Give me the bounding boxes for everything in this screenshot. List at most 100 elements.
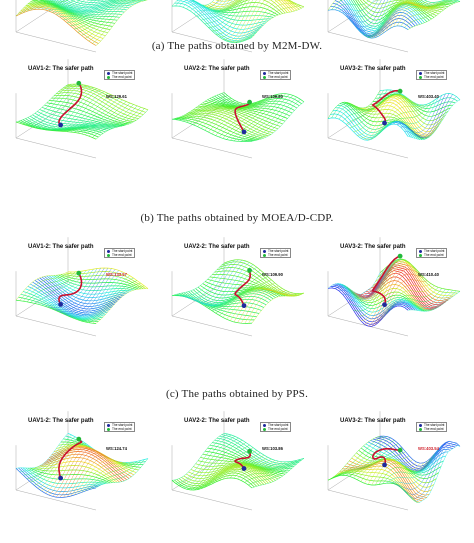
end-point-marker: [58, 476, 63, 481]
end-point-marker: [242, 466, 247, 471]
start-point-marker: [247, 268, 252, 273]
axis-line: [16, 490, 96, 510]
end-dot-icon: [263, 254, 266, 257]
end-point-marker: [58, 302, 63, 307]
panel-title: UAV3-2: The safer path: [340, 244, 406, 250]
panel-title: UAV1-2: The safer path: [28, 244, 94, 250]
terrain-plot: [162, 244, 312, 369]
mesh-line: [194, 261, 246, 305]
terrain-mesh: [172, 0, 304, 43]
start-point-marker: [398, 448, 403, 453]
legend-end-label: The end point: [112, 427, 132, 431]
end-dot-icon: [263, 428, 266, 431]
legend-end-label: The end point: [424, 75, 444, 79]
ws-value: WS:103.86: [262, 446, 283, 451]
end-point-marker: [242, 130, 247, 135]
terrain-plot: [162, 66, 312, 191]
mesh-line: [31, 85, 83, 127]
terrain-plot: [6, 244, 156, 369]
panel-title: UAV3-2: The safer path: [340, 66, 406, 72]
start-point-marker: [247, 449, 252, 454]
axis-line: [172, 138, 252, 158]
legend-end: The end point: [419, 427, 444, 431]
start-point-marker: [247, 100, 252, 105]
end-point-marker: [242, 303, 247, 308]
legend-end: The end point: [107, 253, 132, 257]
terrain-mesh: [172, 260, 304, 324]
mesh-line: [248, 6, 300, 40]
ws-value: WS:109.90: [262, 272, 283, 277]
legend-end: The end point: [263, 427, 288, 431]
terrain-plot: [318, 244, 468, 369]
end-dot-icon: [419, 254, 422, 257]
axis-line: [16, 32, 96, 52]
start-point-marker: [76, 271, 81, 276]
terrain-mesh: [172, 93, 304, 142]
axis-line: [172, 490, 252, 510]
terrain-mesh: [328, 259, 460, 326]
legend-end: The end point: [419, 253, 444, 257]
terrain-mesh: [16, 268, 148, 324]
axis-line: [328, 490, 408, 510]
end-dot-icon: [419, 76, 422, 79]
terrain-mesh: [172, 433, 304, 490]
legend-end: The end point: [419, 75, 444, 79]
ws-value: WS:133.57: [106, 272, 127, 277]
axis-line: [16, 138, 96, 158]
panel-title: UAV1-2: The safer path: [28, 66, 94, 72]
terrain-plot: [6, 66, 156, 191]
ws-value: WS:109.80: [262, 94, 283, 99]
legend-end: The end point: [107, 427, 132, 431]
end-point-marker: [382, 302, 387, 307]
caption-pps: (c) The paths obtained by PPS.: [0, 388, 474, 400]
end-dot-icon: [107, 428, 110, 431]
end-dot-icon: [107, 76, 110, 79]
start-point-marker: [398, 89, 403, 94]
legend-end: The end point: [107, 75, 132, 79]
start-point-marker: [76, 437, 81, 442]
terrain-plot: [162, 418, 312, 543]
legend-end-label: The end point: [268, 253, 288, 257]
end-dot-icon: [107, 254, 110, 257]
mesh-line: [78, 103, 130, 133]
end-point-marker: [382, 121, 387, 126]
terrain-mesh: [16, 433, 148, 497]
ws-value: WS:129.61: [106, 94, 127, 99]
terrain-plot: [6, 418, 156, 543]
legend-end: The end point: [263, 75, 288, 79]
end-point-marker: [58, 123, 63, 128]
panel-title: UAV2-2: The safer path: [184, 418, 250, 424]
mesh-line: [333, 111, 413, 138]
panel-title: UAV1-2: The safer path: [28, 418, 94, 424]
mesh-line: [361, 98, 441, 132]
legend-end: The end point: [263, 253, 288, 257]
caption-moead-cdp: (b) The paths obtained by MOEA/D-CDP.: [0, 212, 474, 224]
ws-value: WS:403.40: [418, 94, 439, 99]
terrain-mesh: [328, 90, 460, 140]
end-dot-icon: [263, 76, 266, 79]
terrain-plot: [318, 66, 468, 191]
start-point-marker: [76, 81, 81, 86]
legend-end-label: The end point: [424, 253, 444, 257]
mesh-line: [378, 437, 458, 466]
start-point-marker: [398, 254, 403, 259]
mesh-line: [375, 94, 455, 108]
legend-end-label: The end point: [112, 75, 132, 79]
axis-line: [328, 138, 408, 158]
legend-end-label: The end point: [268, 75, 288, 79]
